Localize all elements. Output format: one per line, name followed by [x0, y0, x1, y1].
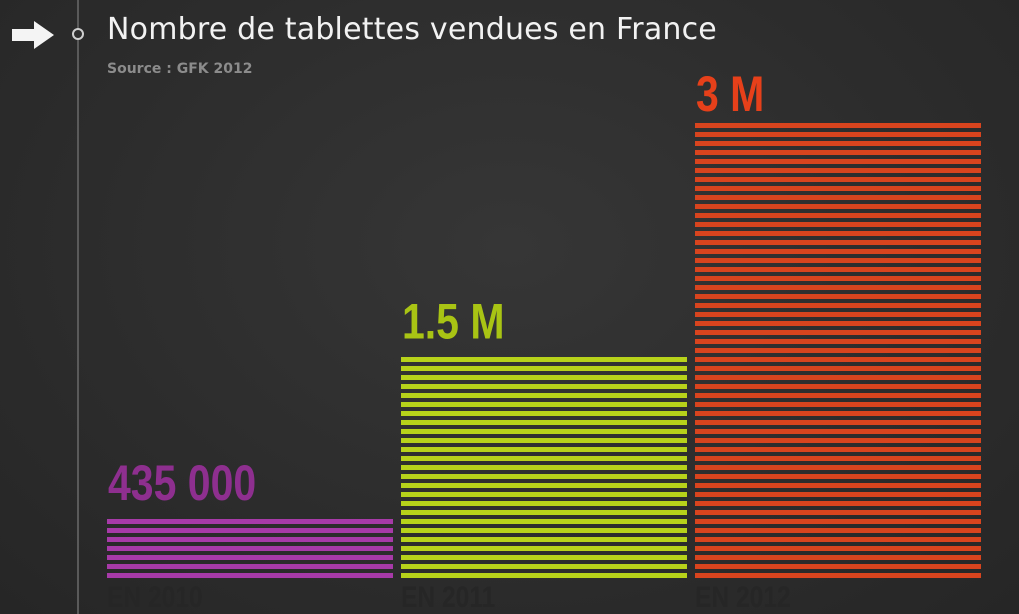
bar-stripe	[695, 357, 981, 362]
bar-stripe	[695, 537, 981, 542]
bar-stripe	[401, 384, 687, 389]
bar-stripe	[695, 555, 981, 560]
value-label: 435 000	[108, 455, 256, 511]
timeline-dot	[72, 28, 84, 40]
bar-stripe	[401, 402, 687, 407]
bar-stripe	[401, 429, 687, 434]
bar-stripe	[695, 546, 981, 551]
bar-stripe	[107, 555, 393, 560]
bar-stripe	[695, 123, 981, 128]
bar-stripe	[695, 519, 981, 524]
bar-stripe	[695, 465, 981, 470]
bar-stripe	[695, 402, 981, 407]
bar-stripe	[401, 564, 687, 569]
bar-stripe	[695, 438, 981, 443]
bar-stripe	[695, 267, 981, 272]
bar-stripe	[695, 258, 981, 263]
bar-stripe	[107, 564, 393, 569]
bar-stripe	[107, 546, 393, 551]
bar-3	[695, 123, 981, 578]
value-label: 3 M	[696, 66, 764, 122]
bar-stripe	[695, 366, 981, 371]
bar-stripe	[107, 537, 393, 542]
bar-stripe	[695, 420, 981, 425]
category-label: EN 2010	[107, 580, 203, 614]
bar-stripe	[695, 195, 981, 200]
bar-1	[107, 519, 393, 578]
bar-stripe	[695, 249, 981, 254]
bar-stripe	[695, 303, 981, 308]
bar-stripe	[695, 564, 981, 569]
bar-stripe	[401, 447, 687, 452]
bar-stripe	[695, 447, 981, 452]
bar-stripe	[401, 501, 687, 506]
bar-stripe	[401, 555, 687, 560]
bar-stripe	[695, 348, 981, 353]
bar-stripe	[401, 546, 687, 551]
bar-stripe	[695, 285, 981, 290]
bar-stripe	[401, 573, 687, 578]
bar-stripe	[401, 420, 687, 425]
bar-stripe	[695, 213, 981, 218]
bar-stripe	[695, 204, 981, 209]
bar-stripe	[107, 573, 393, 578]
bar-stripe	[401, 474, 687, 479]
bar-stripe	[695, 294, 981, 299]
bar-stripe	[695, 330, 981, 335]
bar-stripe	[695, 492, 981, 497]
bar-stripe	[695, 231, 981, 236]
category-label: EN 2011	[401, 580, 495, 614]
bar-stripe	[695, 510, 981, 515]
bar-stripe	[695, 393, 981, 398]
bar-stripe	[695, 159, 981, 164]
bar-stripe	[401, 465, 687, 470]
bar-stripe	[695, 312, 981, 317]
bar-stripe	[695, 141, 981, 146]
value-label: 1.5 M	[402, 294, 505, 350]
bar-stripe	[401, 492, 687, 497]
bar-stripe	[695, 168, 981, 173]
bar-stripe	[695, 456, 981, 461]
bar-stripe	[695, 150, 981, 155]
bar-stripe	[695, 474, 981, 479]
bar-stripe	[107, 519, 393, 524]
bar-stripe	[695, 501, 981, 506]
bar-stripe	[695, 132, 981, 137]
bar-stripe	[401, 375, 687, 380]
bar-stripe	[107, 528, 393, 533]
arrow-right-icon	[12, 21, 54, 49]
bar-stripe	[401, 438, 687, 443]
bar-stripe	[695, 222, 981, 227]
bar-stripe	[401, 393, 687, 398]
bar-stripe	[695, 240, 981, 245]
bar-stripe	[695, 339, 981, 344]
bar-stripe	[401, 366, 687, 371]
bar-stripe	[401, 357, 687, 362]
chart-title: Nombre de tablettes vendues en France	[107, 12, 717, 47]
bar-stripe	[695, 411, 981, 416]
bar-stripe	[695, 321, 981, 326]
bar-stripe	[401, 519, 687, 524]
bar-stripe	[401, 483, 687, 488]
bar-stripe	[695, 186, 981, 191]
bar-stripe	[401, 456, 687, 461]
bar-stripe	[695, 573, 981, 578]
bar-stripe	[401, 411, 687, 416]
bar-stripe	[695, 177, 981, 182]
bar-stripe	[695, 375, 981, 380]
category-label: EN 2012	[695, 580, 791, 614]
bar-stripe	[695, 276, 981, 281]
bar-stripe	[695, 528, 981, 533]
bar-stripe	[401, 528, 687, 533]
bar-2	[401, 357, 687, 578]
bar-stripe	[695, 483, 981, 488]
bar-stripe	[695, 384, 981, 389]
bar-stripe	[401, 537, 687, 542]
bar-stripe	[401, 510, 687, 515]
timeline-line	[77, 0, 79, 614]
bar-stripe	[695, 429, 981, 434]
chart-source: Source : GFK 2012	[107, 61, 253, 77]
